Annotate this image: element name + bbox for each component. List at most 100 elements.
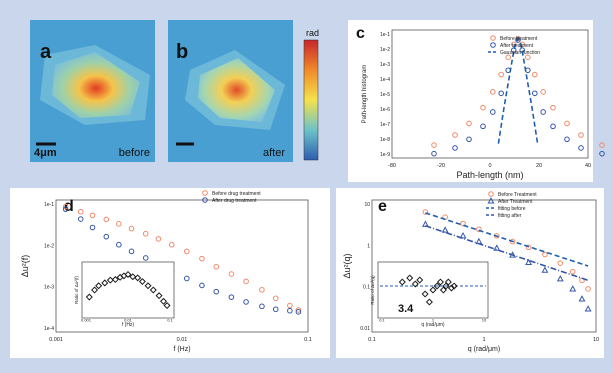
legend-entry: fitting after bbox=[498, 213, 522, 219]
data-point bbox=[142, 230, 149, 237]
data-point bbox=[183, 248, 190, 255]
panel-c: c Path-length (nm) Path-length histogram -8… bbox=[348, 20, 605, 182]
data-point bbox=[243, 278, 249, 285]
data-point bbox=[509, 238, 516, 245]
y-tick-label: 1e-3 bbox=[380, 62, 390, 68]
colorbar: rad bbox=[303, 28, 319, 161]
data-point bbox=[431, 142, 437, 148]
data-point bbox=[287, 302, 293, 309]
legend-swatch bbox=[488, 191, 494, 197]
panel-a-caption: before bbox=[119, 147, 150, 159]
inset-data-point bbox=[155, 292, 163, 300]
data-point bbox=[103, 216, 110, 223]
x-tick-label: 10 bbox=[593, 337, 599, 343]
colorbar-gradient bbox=[303, 39, 319, 161]
y-tick-label: 1e-6 bbox=[380, 107, 390, 113]
legend-entry: Before treatment bbox=[500, 36, 538, 42]
x-tick-label: 0.1 bbox=[304, 337, 312, 343]
data-point bbox=[525, 258, 533, 266]
panel-a: a 4μm before bbox=[30, 20, 155, 162]
inset-x-tick: 0.1 bbox=[379, 318, 385, 323]
inset-x-tick: 0.1 bbox=[167, 318, 173, 323]
series-3 bbox=[425, 225, 589, 282]
y-tick-label: 1e-8 bbox=[380, 137, 390, 143]
x-tick-label: 1 bbox=[482, 337, 485, 343]
inset-data-point bbox=[134, 274, 142, 282]
data-point bbox=[128, 225, 135, 232]
inset-frame bbox=[377, 261, 489, 319]
panel-a-scale-label: 4μm bbox=[34, 147, 57, 159]
inset-data-point bbox=[91, 286, 99, 294]
inset-data-point bbox=[450, 282, 458, 290]
data-point bbox=[213, 263, 220, 270]
panel-d: d f (Hz) Δu²(f) 0.001 0.01 0.1 1e-1 1e-2 1e-3 1e-… bbox=[10, 188, 330, 358]
x-axis-label: q (rad/μm) bbox=[468, 346, 500, 353]
data-point bbox=[550, 104, 556, 111]
data-point bbox=[199, 255, 205, 262]
inset-data-point bbox=[416, 276, 424, 284]
y-tick-label: 1e-9 bbox=[380, 152, 390, 158]
data-point bbox=[287, 307, 293, 314]
data-point bbox=[569, 285, 577, 292]
inset-data-point bbox=[129, 273, 137, 281]
inset-x-tick: 0.01 bbox=[124, 318, 133, 323]
series-0 bbox=[62, 203, 302, 313]
data-point bbox=[243, 299, 249, 305]
legend-entry: Before Treatment bbox=[498, 192, 537, 198]
legend-swatch bbox=[202, 190, 208, 196]
data-point bbox=[295, 309, 302, 315]
data-point bbox=[599, 150, 605, 157]
inset-x-tick: 0.001 bbox=[81, 318, 92, 323]
inset-data-point bbox=[111, 276, 119, 284]
x-axis-label: Path-length (nm) bbox=[456, 170, 523, 180]
data-point bbox=[525, 54, 531, 61]
x-tick-label: -80 bbox=[388, 163, 396, 169]
plot-frame bbox=[391, 29, 589, 159]
data-point bbox=[498, 71, 505, 78]
data-point bbox=[295, 307, 302, 313]
data-point bbox=[578, 295, 586, 302]
data-point bbox=[584, 305, 592, 312]
data-point bbox=[259, 303, 265, 310]
data-point bbox=[490, 89, 496, 95]
inset-data-point bbox=[124, 270, 132, 278]
data-point bbox=[490, 109, 496, 115]
data-point bbox=[89, 212, 96, 219]
y-axis-label: Δu²(f) bbox=[20, 255, 30, 278]
data-point bbox=[493, 244, 501, 251]
legend-entry: fitting before bbox=[498, 206, 526, 212]
x-tick-label: 20 bbox=[536, 163, 542, 169]
data-point bbox=[578, 132, 584, 138]
data-point bbox=[480, 123, 486, 130]
data-point bbox=[541, 266, 549, 273]
data-point bbox=[228, 294, 235, 300]
data-point bbox=[466, 136, 472, 143]
legend-entry: Before drug treatment bbox=[212, 191, 261, 197]
data-point bbox=[498, 90, 505, 97]
y-tick-label: 10 bbox=[364, 202, 370, 208]
series-1 bbox=[431, 37, 605, 157]
inset-data-point bbox=[144, 282, 152, 290]
data-point bbox=[422, 209, 429, 215]
data-point bbox=[569, 268, 576, 275]
x-tick-label: 0.1 bbox=[368, 337, 376, 343]
inset-x-tick: 10 bbox=[482, 318, 487, 323]
data-point bbox=[89, 224, 96, 231]
inset-data-point bbox=[411, 280, 419, 288]
series-2 bbox=[497, 36, 539, 144]
data-point bbox=[62, 203, 69, 210]
inset-data-point bbox=[442, 282, 450, 290]
data-point bbox=[431, 150, 437, 157]
x-tick-label: 40 bbox=[585, 163, 591, 169]
data-point bbox=[452, 132, 458, 138]
series-2 bbox=[425, 212, 589, 267]
panel-a-cell bbox=[52, 52, 140, 118]
plot-frame bbox=[371, 199, 597, 333]
x-tick-label: 0.001 bbox=[49, 337, 63, 343]
data-point bbox=[585, 286, 591, 292]
data-point bbox=[142, 255, 149, 261]
data-point bbox=[578, 145, 584, 151]
data-point bbox=[183, 275, 190, 282]
inset-data-point bbox=[436, 278, 444, 286]
series-line bbox=[425, 225, 589, 282]
